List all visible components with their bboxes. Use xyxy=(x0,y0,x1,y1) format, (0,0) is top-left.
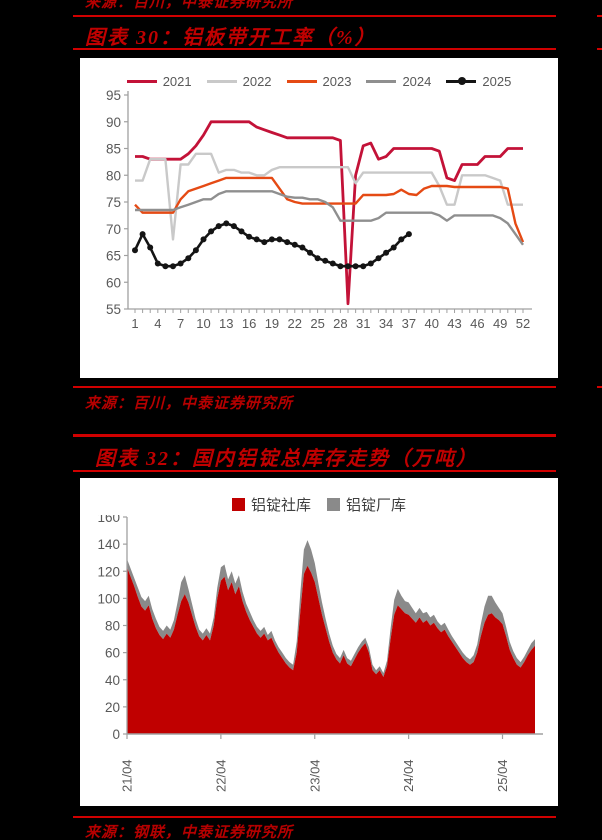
legend-label: 2024 xyxy=(402,74,432,89)
svg-text:52: 52 xyxy=(516,316,530,331)
figure-32-source-text: 来源：钢联，中泰证券研究所 xyxy=(85,825,294,840)
svg-text:37: 37 xyxy=(402,316,416,331)
svg-text:40: 40 xyxy=(424,316,438,331)
svg-text:22: 22 xyxy=(288,316,302,331)
legend-line-swatch xyxy=(446,77,477,85)
top-clipped-source-text: 来源：百川，中泰证券研究所 xyxy=(85,0,294,11)
svg-text:1: 1 xyxy=(131,316,138,331)
svg-text:40: 40 xyxy=(105,673,120,688)
figure-32-panel: 铝锭社库 铝锭厂库 0 20 40 60 80 100 120 140 160 21/04 22/04… xyxy=(80,478,558,806)
legend-square-swatch xyxy=(327,498,340,511)
rule-fragment-right-3 xyxy=(597,386,602,388)
figure-30-title: 图表 30：铝板带开工率（%） xyxy=(85,27,377,49)
legend-line-swatch xyxy=(286,80,317,83)
svg-text:95: 95 xyxy=(106,89,121,103)
svg-text:100: 100 xyxy=(97,591,120,606)
svg-text:80: 80 xyxy=(105,619,120,634)
svg-text:60: 60 xyxy=(106,275,121,290)
svg-text:16: 16 xyxy=(242,316,256,331)
legend-label: 2025 xyxy=(482,74,512,89)
legend-item-铝锭社库: 铝锭社库 xyxy=(231,494,311,515)
legend-label: 2022 xyxy=(242,74,272,89)
figure-32-bottom-rule xyxy=(73,816,556,818)
figure-30-top-rule xyxy=(73,15,556,17)
legend-label: 2023 xyxy=(322,74,352,89)
legend-label: 2021 xyxy=(162,74,192,89)
operating-rate-chart: 55 60 65 70 75 80 85 90 95 1 4 7 10 13 16 19 22 25 28 31 34 3… xyxy=(106,89,532,331)
svg-text:19: 19 xyxy=(265,316,279,331)
svg-text:75: 75 xyxy=(106,195,121,210)
svg-text:10: 10 xyxy=(196,316,210,331)
svg-text:20: 20 xyxy=(105,700,120,715)
legend-square-swatch xyxy=(231,498,245,511)
svg-text:140: 140 xyxy=(97,537,120,552)
legend-item-2024: 2024 xyxy=(366,74,431,89)
svg-text:49: 49 xyxy=(493,316,507,331)
svg-text:4: 4 xyxy=(154,316,161,331)
legend-item-铝锭厂库: 铝锭厂库 xyxy=(327,494,406,515)
rule-fragment-right-2 xyxy=(597,48,602,50)
svg-text:34: 34 xyxy=(379,316,393,331)
svg-text:25/04: 25/04 xyxy=(495,759,510,792)
svg-text:55: 55 xyxy=(106,302,121,317)
svg-text:13: 13 xyxy=(219,316,233,331)
svg-text:25: 25 xyxy=(310,316,324,331)
svg-text:85: 85 xyxy=(106,142,121,157)
figure-30-source-text: 来源：百川，中泰证券研究所 xyxy=(85,396,294,412)
inventory-chart: 0 20 40 60 80 100 120 140 160 21/04 22/04 23/04 24/0… xyxy=(97,515,543,792)
svg-text:28: 28 xyxy=(333,316,347,331)
svg-text:31: 31 xyxy=(356,316,370,331)
legend-label: 铝锭社库 xyxy=(250,498,311,514)
legend-line-swatch xyxy=(366,80,397,83)
rule-fragment-right-1 xyxy=(597,15,602,17)
figure-30-panel: 2021 2022 2023 2024 2025 55 60 65 70 75 80 85 90 95 1… xyxy=(80,58,558,378)
svg-text:7: 7 xyxy=(177,316,184,331)
svg-text:90: 90 xyxy=(106,115,121,130)
svg-text:23/04: 23/04 xyxy=(307,759,322,792)
svg-text:160: 160 xyxy=(97,515,120,525)
figure-32-title: 图表 32：国内铝锭总库存走势（万吨） xyxy=(95,448,478,470)
svg-text:60: 60 xyxy=(105,646,120,661)
svg-text:21/04: 21/04 xyxy=(120,759,135,792)
svg-text:24/04: 24/04 xyxy=(401,759,416,792)
svg-text:0: 0 xyxy=(112,727,120,742)
svg-text:22/04: 22/04 xyxy=(213,759,228,792)
svg-text:70: 70 xyxy=(106,222,121,237)
svg-text:120: 120 xyxy=(97,564,120,579)
legend-marker-dot xyxy=(458,77,467,85)
legend-line-swatch xyxy=(206,80,237,83)
inventory-legend: 铝锭社库 铝锭厂库 xyxy=(80,478,558,515)
svg-text:80: 80 xyxy=(106,168,121,183)
legend-item-2025: 2025 xyxy=(446,74,511,89)
svg-text:43: 43 xyxy=(447,316,461,331)
operating-rate-legend: 2021 2022 2023 2024 2025 xyxy=(80,58,558,89)
legend-item-2021: 2021 xyxy=(126,74,192,89)
figure-30-title-bottom-rule xyxy=(73,48,556,50)
legend-label: 铝锭厂库 xyxy=(346,498,407,514)
svg-text:65: 65 xyxy=(106,249,121,264)
legend-item-2022: 2022 xyxy=(206,74,272,89)
legend-line-swatch xyxy=(126,80,157,83)
legend-item-2023: 2023 xyxy=(286,74,352,89)
figure-30-bottom-rule xyxy=(73,386,556,388)
figure-32-title-bottom-rule xyxy=(73,470,556,472)
figure-32-top-rule xyxy=(73,434,556,437)
svg-text:46: 46 xyxy=(470,316,484,331)
